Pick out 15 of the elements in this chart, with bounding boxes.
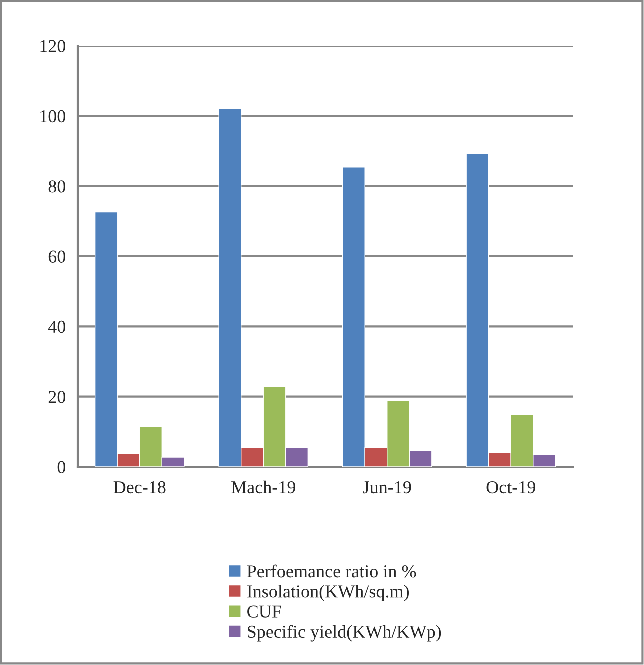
y-tick-label: 60 xyxy=(48,250,66,263)
y-tick-label: 80 xyxy=(48,180,66,193)
x-tick-label: Mach-19 xyxy=(232,480,296,494)
y-tick-label: 20 xyxy=(48,391,66,404)
y-tick-label: 120 xyxy=(40,40,66,52)
legend-label: Insolation(KWh/sq.m) xyxy=(247,585,410,602)
y-tick-label: 0 xyxy=(58,461,66,474)
legend-label: Perfoemance ratio in % xyxy=(247,564,416,578)
y-tick-label: 100 xyxy=(40,110,66,123)
legend-label: CUF xyxy=(248,606,282,618)
y-tick-label: 40 xyxy=(48,320,66,334)
x-tick-label: Oct-19 xyxy=(486,481,536,494)
x-tick-label: Jun-19 xyxy=(363,481,412,494)
legend-label: Specific yield(KWh/KWp) xyxy=(248,625,442,642)
x-tick-label: Dec-18 xyxy=(114,481,166,494)
